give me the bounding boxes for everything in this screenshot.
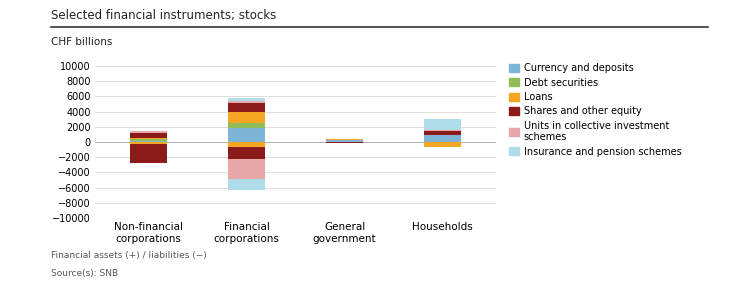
Legend: Currency and deposits, Debt securities, Loans, Shares and other equity, Units in: Currency and deposits, Debt securities, … [510,63,682,157]
Text: CHF billions: CHF billions [51,37,112,47]
Bar [228,159,265,179]
Text: Source(s): SNB: Source(s): SNB [51,269,118,278]
Text: Selected financial instruments; stocks: Selected financial instruments; stocks [51,9,277,22]
Bar [228,103,265,113]
Bar [326,142,364,143]
Text: Financial assets (+) / liabilities (−): Financial assets (+) / liabilities (−) [51,251,207,260]
Bar [228,128,265,142]
Bar [130,141,167,142]
Bar [228,101,265,103]
Bar [228,142,265,148]
Bar [228,98,265,101]
Bar [130,133,167,138]
Bar [424,130,461,131]
Bar [424,119,461,130]
Bar [424,142,461,148]
Bar [424,135,461,142]
Bar [130,131,167,133]
Bar [326,139,364,140]
Bar [130,142,167,144]
Bar [326,140,364,142]
Bar [424,131,461,135]
Bar [130,138,167,139]
Bar [130,139,167,141]
Bar [130,144,167,163]
Bar [228,113,265,123]
Bar [228,148,265,159]
Bar [228,123,265,128]
Bar [228,179,265,190]
